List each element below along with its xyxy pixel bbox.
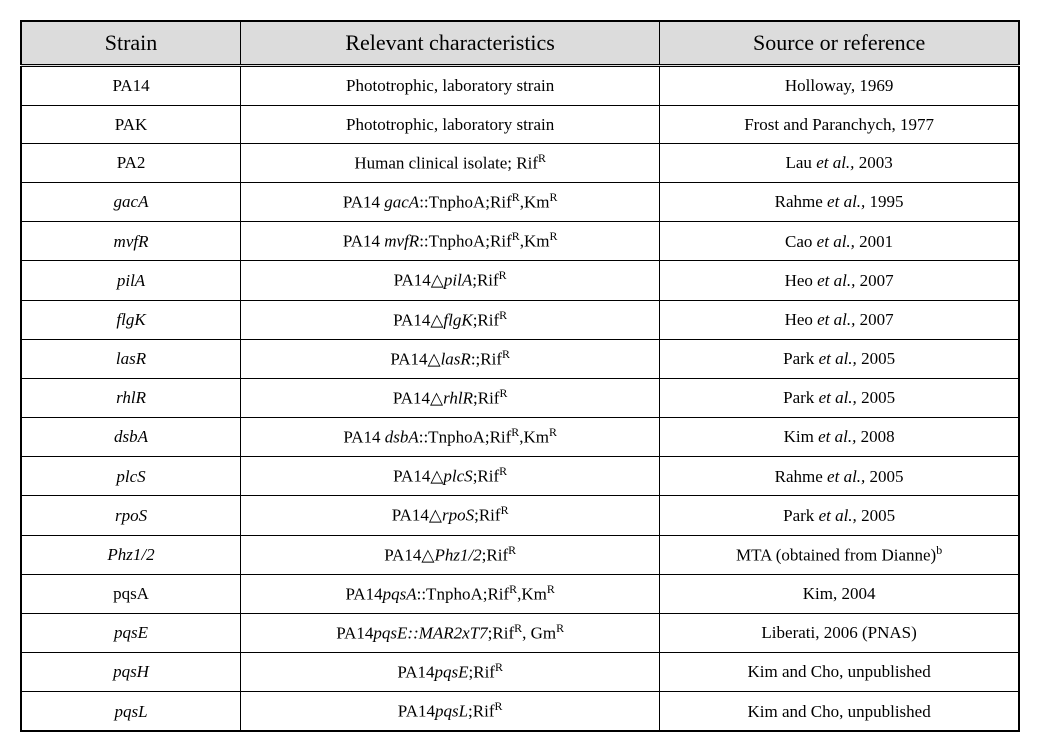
table-row: Phz1/2PA14△Phz1/2;RifRMTA (obtained from…: [21, 535, 1019, 574]
cell-source: Park et al., 2005: [660, 378, 1019, 417]
col-header-strain: Strain: [21, 21, 241, 66]
cell-strain: lasR: [21, 339, 241, 378]
cell-strain: rpoS: [21, 496, 241, 535]
cell-source: Park et al., 2005: [660, 339, 1019, 378]
table-row: PA2Human clinical isolate; RifRLau et al…: [21, 144, 1019, 183]
cell-strain: pqsA: [21, 574, 241, 613]
table-row: pqsAPA14pqsA::TnphoA;RifR,KmRKim, 2004: [21, 574, 1019, 613]
table-row: pilAPA14△pilA;RifRHeo et al., 2007: [21, 261, 1019, 300]
cell-source: MTA (obtained from Dianne)b: [660, 535, 1019, 574]
cell-source: Lau et al., 2003: [660, 144, 1019, 183]
cell-source: Kim, 2004: [660, 574, 1019, 613]
cell-source: Liberati, 2006 (PNAS): [660, 613, 1019, 652]
cell-strain: Phz1/2: [21, 535, 241, 574]
table-row: rhlRPA14△rhlR;RifRPark et al., 2005: [21, 378, 1019, 417]
cell-strain: pqsL: [21, 692, 241, 732]
cell-strain: PAK: [21, 105, 241, 144]
cell-characteristics: PA14△rpoS;RifR: [241, 496, 660, 535]
cell-source: Heo et al., 2007: [660, 261, 1019, 300]
cell-source: Cao et al., 2001: [660, 222, 1019, 261]
col-header-characteristics: Relevant characteristics: [241, 21, 660, 66]
cell-source: Heo et al., 2007: [660, 300, 1019, 339]
cell-characteristics: PA14△plcS;RifR: [241, 457, 660, 496]
cell-characteristics: PA14pqsL;RifR: [241, 692, 660, 732]
table-header-row: Strain Relevant characteristics Source o…: [21, 21, 1019, 66]
cell-strain: pqsE: [21, 613, 241, 652]
cell-source: Kim and Cho, unpublished: [660, 653, 1019, 692]
cell-source: Holloway, 1969: [660, 66, 1019, 106]
cell-characteristics: PA14 dsbA::TnphoA;RifR,KmR: [241, 418, 660, 457]
table-row: PA14Phototrophic, laboratory strainHollo…: [21, 66, 1019, 106]
cell-source: Kim et al., 2008: [660, 418, 1019, 457]
cell-strain: gacA: [21, 183, 241, 222]
table-row: flgKPA14△flgK;RifRHeo et al., 2007: [21, 300, 1019, 339]
cell-source: Park et al., 2005: [660, 496, 1019, 535]
cell-characteristics: Phototrophic, laboratory strain: [241, 66, 660, 106]
cell-strain: pilA: [21, 261, 241, 300]
cell-characteristics: Phototrophic, laboratory strain: [241, 105, 660, 144]
col-header-source: Source or reference: [660, 21, 1019, 66]
cell-characteristics: PA14△flgK;RifR: [241, 300, 660, 339]
cell-strain: flgK: [21, 300, 241, 339]
table-row: pqsHPA14pqsE;RifRKim and Cho, unpublishe…: [21, 653, 1019, 692]
cell-characteristics: PA14△pilA;RifR: [241, 261, 660, 300]
table-row: rpoSPA14△rpoS;RifRPark et al., 2005: [21, 496, 1019, 535]
table-body: PA14Phototrophic, laboratory strainHollo…: [21, 66, 1019, 732]
cell-source: Rahme et al., 2005: [660, 457, 1019, 496]
cell-characteristics: PA14pqsE::MAR2xT7;RifR, GmR: [241, 613, 660, 652]
cell-characteristics: PA14pqsE;RifR: [241, 653, 660, 692]
cell-source: Kim and Cho, unpublished: [660, 692, 1019, 732]
cell-characteristics: PA14 gacA::TnphoA;RifR,KmR: [241, 183, 660, 222]
cell-strain: plcS: [21, 457, 241, 496]
table-row: pqsEPA14pqsE::MAR2xT7;RifR, GmRLiberati,…: [21, 613, 1019, 652]
table-row: dsbAPA14 dsbA::TnphoA;RifR,KmRKim et al.…: [21, 418, 1019, 457]
table-row: pqsLPA14pqsL;RifRKim and Cho, unpublishe…: [21, 692, 1019, 732]
cell-characteristics: Human clinical isolate; RifR: [241, 144, 660, 183]
table-row: plcSPA14△plcS;RifRRahme et al., 2005: [21, 457, 1019, 496]
cell-strain: pqsH: [21, 653, 241, 692]
table-row: mvfRPA14 mvfR::TnphoA;RifR,KmRCao et al.…: [21, 222, 1019, 261]
cell-characteristics: PA14 mvfR::TnphoA;RifR,KmR: [241, 222, 660, 261]
cell-characteristics: PA14△Phz1/2;RifR: [241, 535, 660, 574]
cell-source: Frost and Paranchych, 1977: [660, 105, 1019, 144]
cell-characteristics: PA14pqsA::TnphoA;RifR,KmR: [241, 574, 660, 613]
cell-source: Rahme et al., 1995: [660, 183, 1019, 222]
cell-strain: PA14: [21, 66, 241, 106]
cell-strain: mvfR: [21, 222, 241, 261]
cell-characteristics: PA14△rhlR;RifR: [241, 378, 660, 417]
cell-strain: PA2: [21, 144, 241, 183]
cell-strain: dsbA: [21, 418, 241, 457]
cell-strain: rhlR: [21, 378, 241, 417]
cell-characteristics: PA14△lasR:;RifR: [241, 339, 660, 378]
table-row: lasRPA14△lasR:;RifRPark et al., 2005: [21, 339, 1019, 378]
table-row: PAKPhototrophic, laboratory strainFrost …: [21, 105, 1019, 144]
strains-table: Strain Relevant characteristics Source o…: [20, 20, 1020, 732]
table-row: gacAPA14 gacA::TnphoA;RifR,KmRRahme et a…: [21, 183, 1019, 222]
